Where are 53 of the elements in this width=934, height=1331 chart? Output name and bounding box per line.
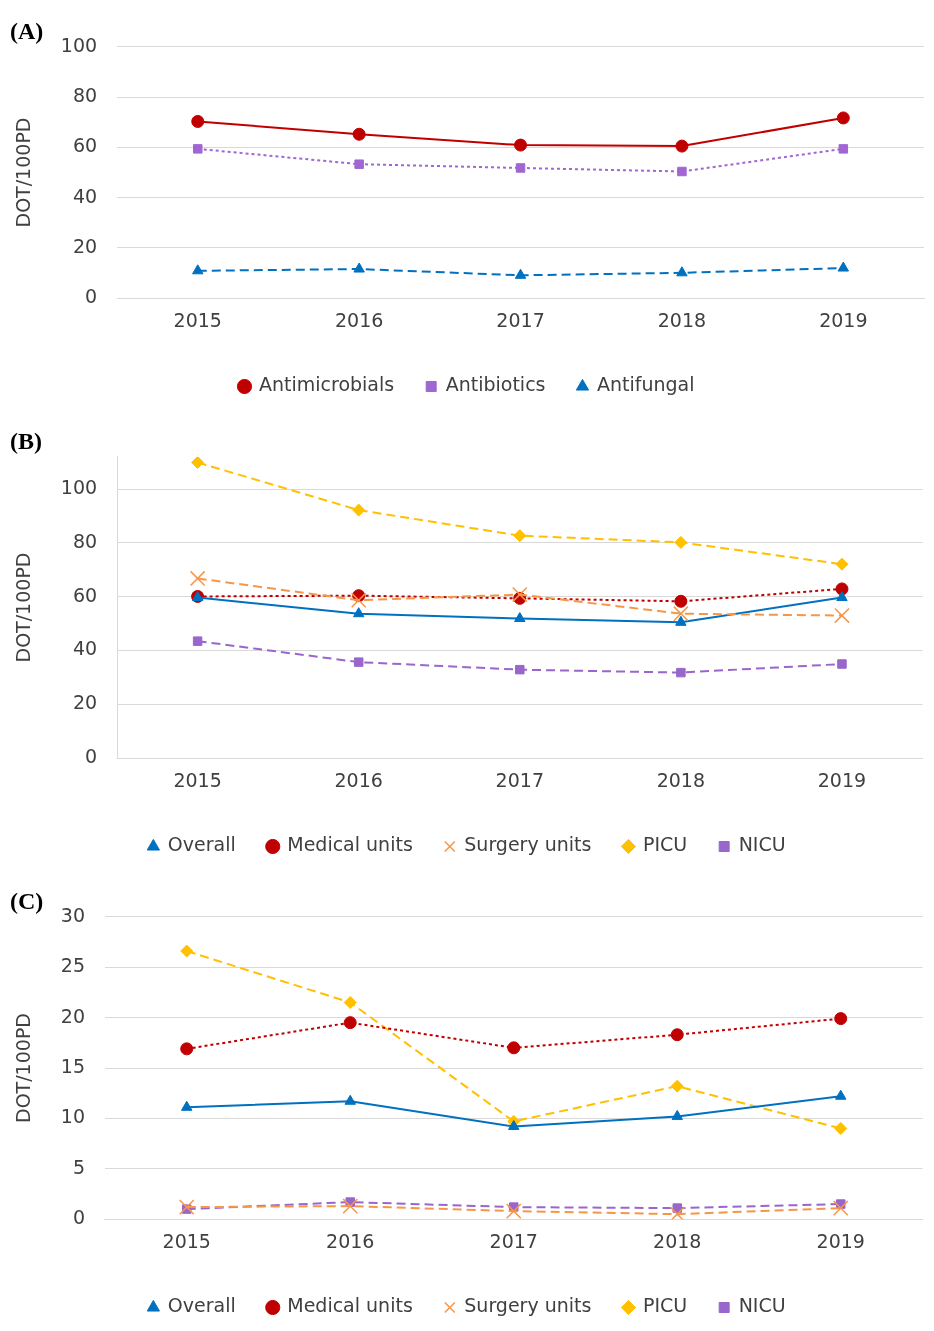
x-tick-label: 2016 [334,768,383,791]
y-tick-label: 0 [72,1206,85,1229]
x-tick-label: 2016 [326,1229,375,1252]
y-tick-label: 80 [72,84,98,107]
y-tick-label: 15 [60,1054,85,1077]
y-tick-label: 5 [72,1155,85,1178]
y-tick-label: 20 [60,1004,85,1027]
x-tick-label: 2015 [173,308,222,331]
x-tick-label: 2017 [496,308,545,331]
legend-label: NICU [738,1294,786,1317]
x-tick-label: 2019 [819,308,868,331]
chart-title: (C) [10,887,44,914]
y-tick-label: 60 [72,583,98,606]
x-tick-label: 2015 [162,1229,211,1252]
y-axis-title: DOT/100PD [12,1013,35,1123]
x-tick-label: 2017 [495,768,544,791]
y-tick-label: 60 [72,134,98,157]
legend-label: Overall [167,833,236,856]
y-tick-label: 30 [60,903,85,926]
x-tick-label: 2019 [817,768,867,791]
x-tick-label: 2019 [816,1229,865,1252]
x-tick-label: 2015 [173,768,222,791]
y-tick-label: 100 [60,476,98,499]
y-axis-title: DOT/100PD [12,117,35,228]
y-tick-label: 25 [60,954,85,977]
x-tick-label: 2018 [653,1229,702,1252]
legend-label: Medical units [287,833,413,856]
chart-title: (A) [10,17,44,44]
legend-label: NICU [738,833,786,856]
y-tick-label: 10 [60,1105,85,1128]
y-axis-title: DOT/100PD [12,552,35,663]
legend-label: Overall [167,1294,236,1317]
x-tick-label: 2018 [656,768,706,791]
y-tick-label: 0 [84,285,98,308]
y-tick-label: 100 [60,33,98,56]
y-tick-label: 0 [84,745,98,768]
legend-label: Surgery units [464,1294,592,1317]
x-tick-label: 2018 [657,308,707,331]
legend-label: Medical units [287,1294,413,1317]
legend-label: PICU [642,1294,688,1317]
chart-title: (B) [10,427,42,454]
x-tick-label: 2017 [489,1229,538,1252]
x-tick-label: 2016 [334,308,384,331]
y-tick-label: 40 [72,637,98,660]
y-tick-label: 80 [72,529,98,552]
legend-label: PICU [642,833,688,856]
y-tick-label: 40 [72,184,98,207]
legend-label: Surgery units [464,833,592,856]
legend-label: Antimicrobials [259,373,395,396]
y-tick-label: 20 [72,234,98,257]
y-tick-label: 20 [72,691,98,714]
legend-label: Antibiotics [445,373,546,396]
legend-label: Antifungal [596,373,695,396]
